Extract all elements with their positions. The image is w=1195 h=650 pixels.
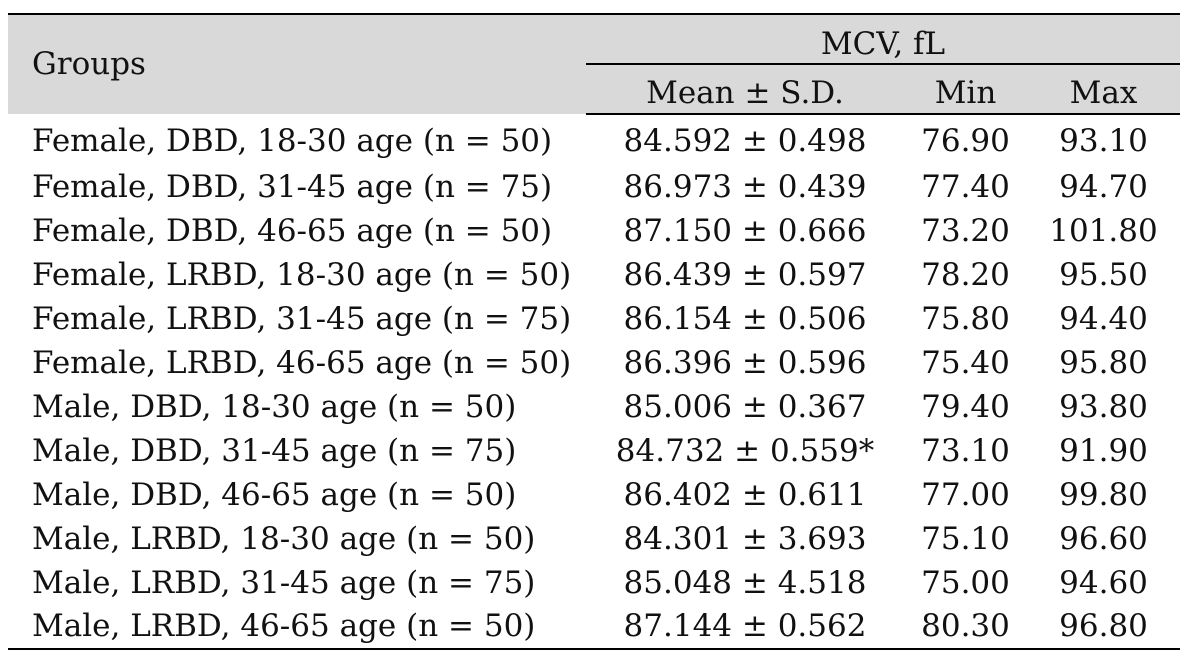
group-cell: Male, DBD, 46-65 age (n = 50) — [32, 476, 517, 513]
table-row: Female, DBD, 18-30 age (n = 50) 84.592 ± … — [8, 114, 1180, 165]
mean-sd-column-header: Mean ± S.D. — [586, 64, 904, 115]
min-cell: 75.40 — [921, 344, 1010, 381]
mean-sd-cell: 84.301 ± 3.693 — [623, 520, 867, 557]
mean-sd-cell: 86.402 ± 0.611 — [623, 476, 867, 513]
table-row: Female, DBD, 31-45 age (n = 75) 86.973 ± … — [8, 165, 1180, 209]
mcv-column-group-header: MCV, fL — [586, 13, 1181, 65]
mean-sd-cell: 84.732 ± 0.559* — [615, 432, 875, 469]
max-cell: 96.60 — [1059, 520, 1148, 557]
table-row: Female, DBD, 46-65 age (n = 50) 87.150 ± … — [8, 209, 1180, 253]
min-cell: 76.90 — [921, 123, 1010, 159]
max-cell: 94.60 — [1059, 564, 1148, 601]
group-cell: Male, DBD, 18-30 age (n = 50) — [32, 388, 517, 425]
group-cell: Male, LRBD, 18-30 age (n = 50) — [32, 520, 536, 557]
table-row: Female, LRBD, 31-45 age (n = 75) 86.154 ±… — [8, 297, 1180, 341]
max-cell: 96.80 — [1027, 605, 1181, 650]
table-row: Male, LRBD, 18-30 age (n = 50) 84.301 ± 3… — [8, 517, 1180, 561]
group-cell: Female, LRBD, 18-30 age (n = 50) — [32, 256, 572, 293]
table-row: Male, LRBD, 31-45 age (n = 75) 85.048 ± 4… — [8, 561, 1180, 605]
group-cell: Female, LRBD, 31-45 age (n = 75) — [32, 300, 572, 337]
max-cell: 101.80 — [1049, 212, 1158, 249]
min-cell: 75.00 — [921, 564, 1010, 601]
mean-sd-cell: 86.154 ± 0.506 — [623, 300, 867, 337]
table-row: Male, DBD, 18-30 age (n = 50) 85.006 ± 0.… — [8, 385, 1180, 429]
min-cell: 77.00 — [921, 476, 1010, 513]
mean-sd-cell: 84.592 ± 0.498 — [623, 123, 867, 159]
mean-sd-cell: 85.048 ± 4.518 — [623, 564, 867, 601]
mean-sd-cell: 86.439 ± 0.597 — [623, 256, 867, 293]
max-cell: 93.80 — [1059, 388, 1148, 425]
table-row: Female, LRBD, 18-30 age (n = 50) 86.439 ±… — [8, 253, 1180, 297]
min-cell: 80.30 — [904, 605, 1027, 650]
max-cell: 95.80 — [1059, 344, 1148, 381]
mean-sd-cell: 87.144 ± 0.562 — [586, 605, 904, 650]
mean-sd-cell: 85.006 ± 0.367 — [623, 388, 867, 425]
mean-sd-cell: 87.150 ± 0.666 — [623, 212, 867, 249]
table-body: Female, DBD, 18-30 age (n = 50) 84.592 ± … — [8, 114, 1181, 650]
header-row-sub: Mean ± S.D. Min Max — [8, 64, 1181, 115]
table-header: Groups MCV, fL Mean ± S.D. Min Max — [8, 13, 1181, 115]
group-cell: Female, LRBD, 46-65 age (n = 50) — [32, 344, 572, 381]
mean-sd-cell: 86.396 ± 0.596 — [623, 344, 867, 381]
min-cell: 79.40 — [921, 388, 1010, 425]
min-cell: 78.20 — [921, 256, 1010, 293]
min-cell: 73.20 — [921, 212, 1010, 249]
group-cell: Female, DBD, 46-65 age (n = 50) — [32, 212, 553, 249]
max-cell: 94.40 — [1059, 300, 1148, 337]
max-cell: 95.50 — [1059, 256, 1148, 293]
header-row-top: Groups MCV, fL — [8, 13, 1181, 114]
table-row: Female, LRBD, 46-65 age (n = 50) 86.396 ±… — [8, 341, 1180, 385]
max-cell: 99.80 — [1059, 476, 1148, 513]
mcv-table: Groups MCV, fL Mean ± S.D. Min Max Femal… — [8, 13, 1181, 650]
min-cell: 75.10 — [921, 520, 1010, 557]
group-cell: Male, LRBD, 46-65 age (n = 50) — [8, 605, 586, 650]
group-cell: Male, DBD, 31-45 age (n = 75) — [32, 432, 517, 469]
group-cell: Female, DBD, 31-45 age (n = 75) — [32, 168, 553, 205]
table-row: Male, DBD, 31-45 age (n = 75) 84.732 ± 0.… — [8, 429, 1180, 473]
max-cell: 93.10 — [1059, 123, 1148, 159]
min-cell: 75.80 — [921, 300, 1010, 337]
min-cell: 73.10 — [921, 432, 1010, 469]
max-cell: 94.70 — [1059, 168, 1148, 205]
min-cell: 77.40 — [921, 168, 1010, 205]
group-cell: Female, DBD, 18-30 age (n = 50) — [32, 122, 553, 159]
min-column-header: Min — [904, 64, 1027, 115]
table-row: Male, DBD, 46-65 age (n = 50) 86.402 ± 0.… — [8, 473, 1180, 517]
groups-column-header: Groups — [8, 13, 586, 114]
mean-sd-cell: 86.973 ± 0.439 — [623, 168, 867, 205]
group-cell: Male, LRBD, 31-45 age (n = 75) — [32, 564, 536, 601]
max-column-header: Max — [1027, 64, 1181, 115]
table-row: Male, LRBD, 46-65 age (n = 50) 87.144 ± 0… — [8, 605, 1181, 650]
max-cell: 91.90 — [1059, 432, 1148, 469]
